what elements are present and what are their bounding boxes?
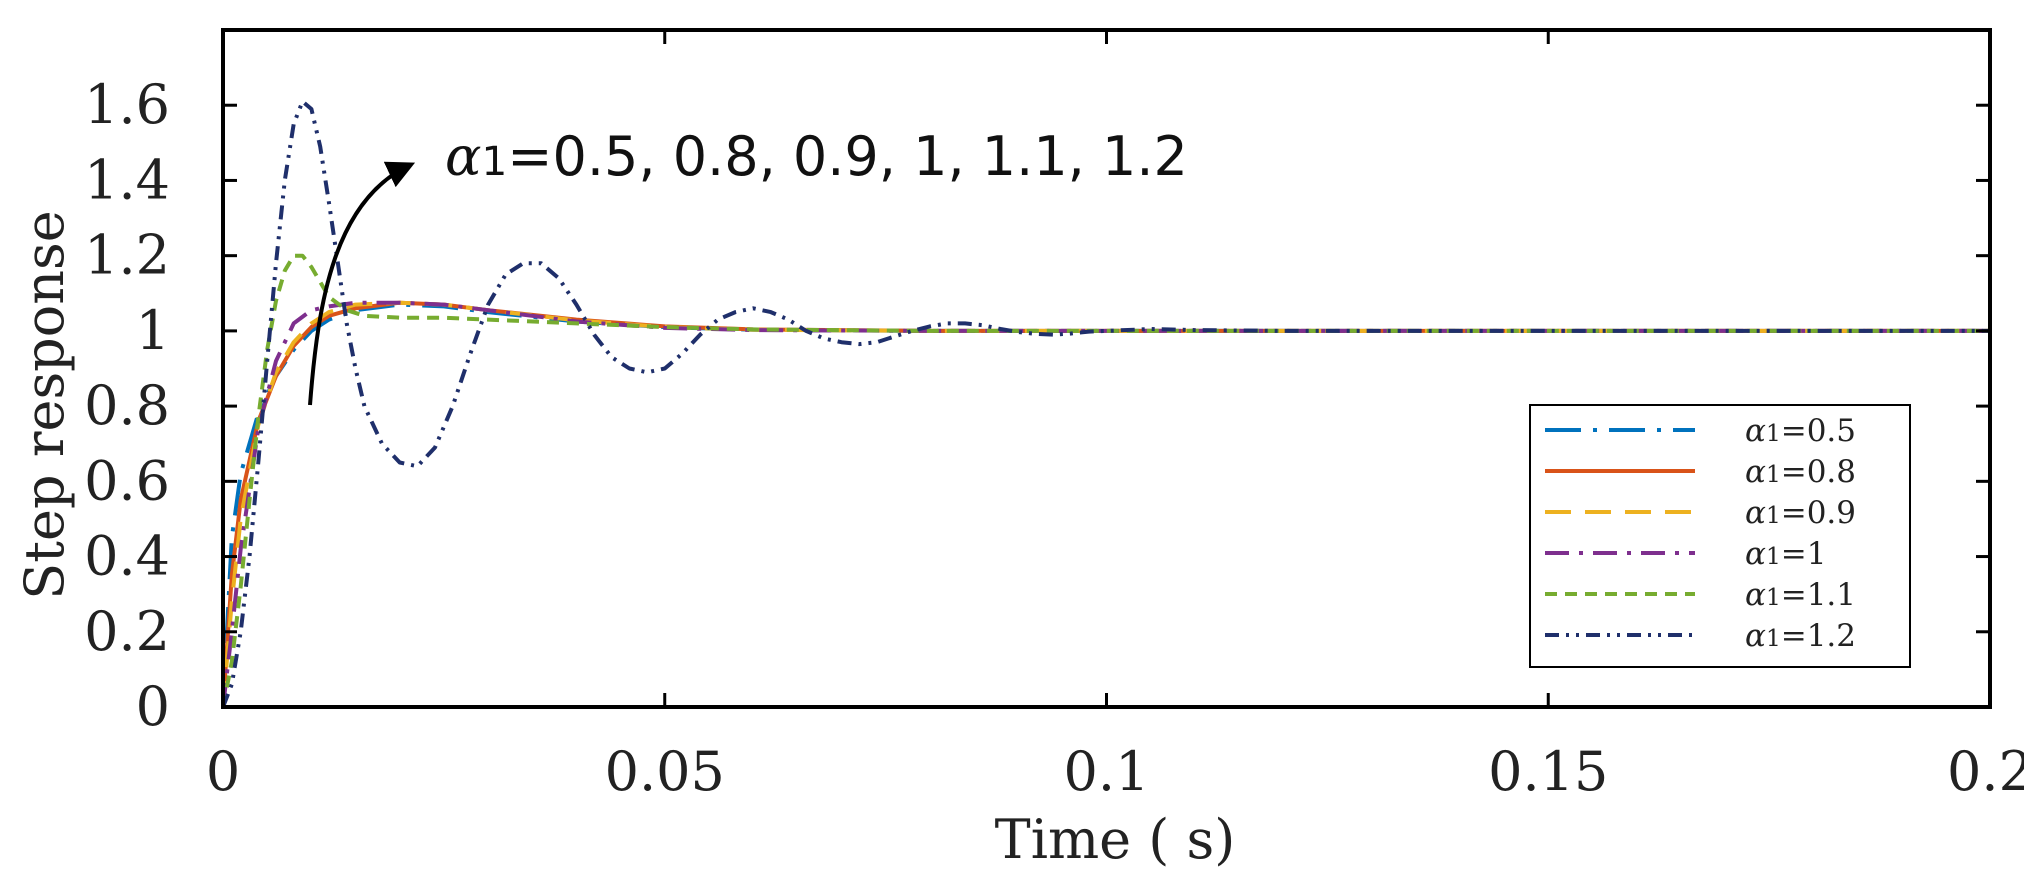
series-line-6 <box>223 99 1990 707</box>
x-tick-label: 0 <box>206 740 240 803</box>
y-tick-label: 0.4 <box>84 525 170 588</box>
y-tick-label: 0.8 <box>84 374 170 437</box>
y-tick-label: 0 <box>136 675 170 738</box>
legend: α1=0.5 α1=0.8 α1=0.9 α1=1 α1=1.1 α1=1.2 <box>1529 404 1911 668</box>
y-tick-label: 1.6 <box>84 73 170 136</box>
annotation-label: α1=0.5, 0.8, 0.9, 1, 1.1, 1.2 <box>445 125 1188 188</box>
legend-label-5: α1=1.1 <box>1745 577 1856 613</box>
legend-label-6: α1=1.2 <box>1745 618 1856 654</box>
legend-label-1: α1=0.5 <box>1745 413 1856 449</box>
annotation-values: =0.5, 0.8, 0.9, 1, 1.1, 1.2 <box>507 125 1188 188</box>
legend-label-4: α1=1 <box>1745 536 1826 572</box>
y-tick-label: 0.6 <box>84 449 170 512</box>
x-tick-label: 0.1 <box>1064 740 1150 803</box>
ticks-layer <box>221 30 1992 709</box>
x-tick-label: 0.05 <box>605 740 725 803</box>
y-tick-label: 0.2 <box>84 600 170 663</box>
annotation-arrow <box>308 161 416 406</box>
annotation-subscript: 1 <box>481 137 507 185</box>
x-axis-title: Time ( s) <box>995 808 1236 871</box>
x-tick-label: 0.15 <box>1488 740 1608 803</box>
y-tick-label: 1 <box>136 299 170 362</box>
y-axis-title: Step response <box>13 210 76 599</box>
x-tick-label: 0.2 <box>1947 740 2024 803</box>
y-tick-label: 1.2 <box>84 224 170 287</box>
legend-label-3: α1=0.9 <box>1745 495 1856 531</box>
y-tick-label: 1.4 <box>84 148 170 211</box>
tick-labels: 0 0.05 0.1 0.15 0.2 0 0.2 0.4 0.6 0.8 1 1.2 1.4 1.6 <box>84 73 2024 803</box>
legend-label-2: α1=0.8 <box>1745 454 1856 490</box>
legend-box <box>1529 404 1911 668</box>
annotation-greek: α <box>445 125 481 188</box>
